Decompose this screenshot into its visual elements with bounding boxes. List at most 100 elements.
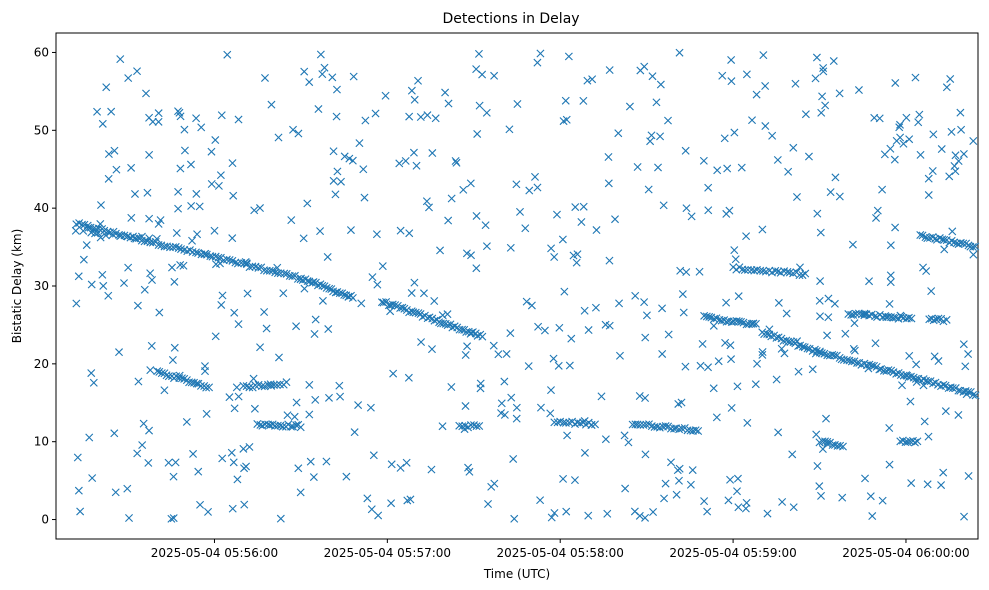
data-point (431, 114, 440, 123)
data-point (79, 226, 88, 235)
data-point (527, 301, 536, 310)
data-point (505, 125, 514, 134)
data-point (300, 284, 309, 293)
data-point (961, 362, 970, 371)
data-point (559, 117, 568, 126)
data-point (134, 377, 143, 386)
data-point (774, 267, 783, 276)
data-point (959, 340, 968, 349)
data-point (818, 92, 827, 101)
data-point (847, 310, 856, 319)
x-axis: 2025-05-04 05:56:00 2025-05-04 05:57:00 20… (151, 539, 970, 560)
data-point (891, 78, 900, 87)
data-point (905, 135, 914, 144)
data-point (948, 384, 957, 393)
data-point (174, 204, 183, 213)
data-point (567, 334, 576, 343)
y-axis: 0 10 20 30 40 50 60 (34, 45, 56, 527)
data-point (733, 487, 742, 496)
data-point (796, 341, 805, 350)
data-point (835, 192, 844, 201)
data-point (381, 91, 390, 100)
data-point (249, 374, 258, 383)
data-point (329, 176, 338, 185)
data-point (71, 226, 80, 235)
data-point (521, 224, 530, 233)
data-point (819, 64, 828, 73)
data-point (726, 475, 735, 484)
data-point (916, 230, 925, 239)
data-point (591, 303, 600, 312)
data-point (704, 363, 713, 372)
data-point (656, 132, 665, 141)
data-point (812, 53, 821, 62)
data-point (324, 325, 333, 334)
y-tick-label: 20 (34, 357, 49, 371)
data-point (915, 110, 924, 119)
data-point (202, 409, 211, 418)
data-point (260, 73, 269, 82)
data-point (516, 207, 524, 216)
data-point (169, 514, 178, 523)
data-point (793, 337, 802, 346)
data-point (217, 300, 226, 309)
data-point (641, 513, 650, 522)
data-point (929, 379, 938, 388)
data-point (76, 507, 85, 516)
data-point (872, 213, 881, 222)
data-point (187, 378, 196, 387)
data-point (411, 308, 420, 317)
data-point (460, 425, 469, 434)
data-point (816, 277, 825, 286)
data-point (704, 206, 713, 215)
data-point (864, 364, 873, 373)
data-point (336, 392, 345, 401)
data-point (605, 66, 614, 75)
data-point (694, 427, 703, 435)
data-point (102, 83, 111, 92)
data-point (512, 180, 521, 189)
data-point (273, 263, 282, 272)
data-point (758, 348, 767, 356)
x-tick-label: 2025-05-04 06:00:00 (842, 546, 969, 560)
data-point (171, 242, 180, 251)
data-point (298, 276, 307, 285)
data-point (772, 375, 781, 384)
data-point (661, 422, 670, 431)
data-point (947, 236, 956, 245)
data-point (139, 419, 148, 428)
data-point (229, 458, 238, 467)
data-point (374, 511, 383, 520)
data-point (878, 185, 887, 194)
data-point (824, 294, 833, 303)
data-point (447, 383, 456, 391)
data-point (476, 384, 485, 393)
data-point (919, 263, 928, 272)
data-point (829, 57, 838, 66)
data-point (672, 490, 681, 499)
data-point (296, 488, 305, 497)
data-point (704, 183, 713, 192)
data-point (436, 246, 445, 255)
data-point (969, 390, 978, 399)
data-point (489, 341, 498, 350)
data-point (96, 219, 105, 228)
data-point (458, 325, 467, 334)
data-point (871, 312, 880, 321)
data-point (127, 213, 136, 222)
data-point (101, 231, 110, 240)
data-point (132, 234, 141, 243)
data-point (138, 441, 147, 450)
data-point (816, 228, 825, 237)
data-point (957, 125, 966, 134)
data-point (293, 274, 302, 283)
data-point (510, 514, 519, 523)
data-point (698, 339, 707, 348)
data-point (631, 291, 640, 300)
data-point (572, 258, 581, 267)
y-tick-label: 0 (41, 513, 49, 527)
data-point (146, 269, 155, 278)
data-point (417, 338, 426, 347)
data-point (187, 201, 196, 210)
data-point (123, 232, 132, 241)
